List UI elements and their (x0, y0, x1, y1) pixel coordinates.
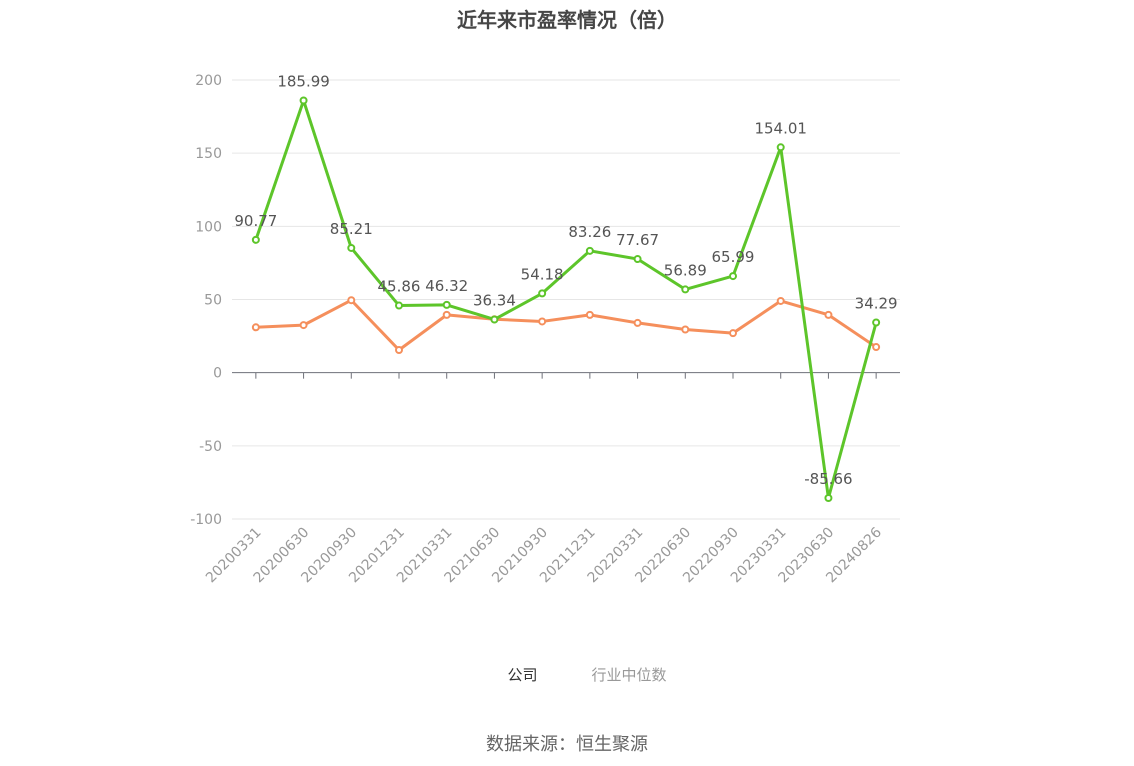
data-label-company: 83.26 (568, 223, 611, 241)
legend-swatch-company (467, 666, 501, 683)
y-tick-label: 200 (195, 73, 222, 89)
data-point-industry-median (729, 329, 737, 338)
data-point-company (395, 301, 403, 310)
data-point-company (490, 315, 499, 324)
data-source-note: 数据来源：恒生聚源 (486, 734, 648, 755)
legend-label-industry-median: 行业中位数 (591, 666, 667, 684)
data-label-company: 65.99 (712, 248, 755, 266)
data-label-company: -85.66 (804, 470, 852, 488)
data-point-industry-median (872, 343, 881, 352)
chart-title: 近年来市盈率情况（倍） (457, 8, 677, 32)
data-point-industry-median (538, 317, 547, 326)
data-point-industry-median (251, 323, 260, 332)
data-label-company: 46.32 (425, 277, 468, 295)
data-label-company: 56.89 (664, 261, 707, 279)
data-point-industry-median (633, 318, 642, 327)
data-label-company: 36.34 (473, 291, 516, 309)
data-point-industry-median (824, 310, 833, 319)
data-point-industry-median (299, 321, 308, 330)
data-point-company (729, 272, 737, 281)
data-label-company: 54.18 (521, 265, 564, 283)
data-point-company (681, 285, 690, 294)
data-label-company: 90.77 (234, 212, 277, 230)
data-point-company (251, 235, 260, 244)
data-label-company: 45.86 (378, 278, 421, 296)
data-point-company (824, 494, 833, 503)
data-point-industry-median (442, 310, 451, 319)
data-label-company: 85.21 (330, 220, 373, 238)
y-tick-label: 100 (195, 219, 222, 235)
data-point-company (299, 96, 308, 105)
legend-item-industry-median[interactable]: 行业中位数 (552, 664, 667, 685)
data-label-company: 77.67 (616, 231, 659, 249)
data-label-company: 185.99 (277, 73, 330, 91)
data-point-company (633, 255, 642, 264)
data-point-industry-median (681, 325, 690, 334)
y-tick-label: 150 (195, 146, 222, 162)
data-point-industry-median (585, 310, 594, 319)
series-line-industry-median (255, 298, 877, 352)
data-point-company (442, 300, 451, 309)
y-tick-label: -50 (199, 439, 222, 455)
data-point-industry-median (395, 345, 403, 354)
data-point-industry-median (776, 296, 785, 305)
data-point-company (538, 289, 547, 298)
series-line-company (254, 99, 878, 500)
data-label-company: 34.29 (855, 294, 898, 312)
data-point-company (585, 246, 594, 255)
data-point-company (347, 243, 356, 252)
data-point-company (872, 318, 881, 327)
legend: 公司 行业中位数 (0, 664, 1134, 685)
legend-swatch-industry-median (552, 666, 586, 683)
y-tick-label: 0 (213, 366, 222, 382)
y-tick-label: -100 (190, 512, 222, 528)
y-tick-label: 50 (204, 293, 222, 309)
data-point-industry-median (347, 296, 356, 305)
data-label-company: 154.01 (754, 119, 807, 137)
legend-item-company[interactable]: 公司 (467, 664, 538, 685)
legend-label-company: 公司 (507, 666, 538, 684)
data-point-company (776, 143, 785, 152)
